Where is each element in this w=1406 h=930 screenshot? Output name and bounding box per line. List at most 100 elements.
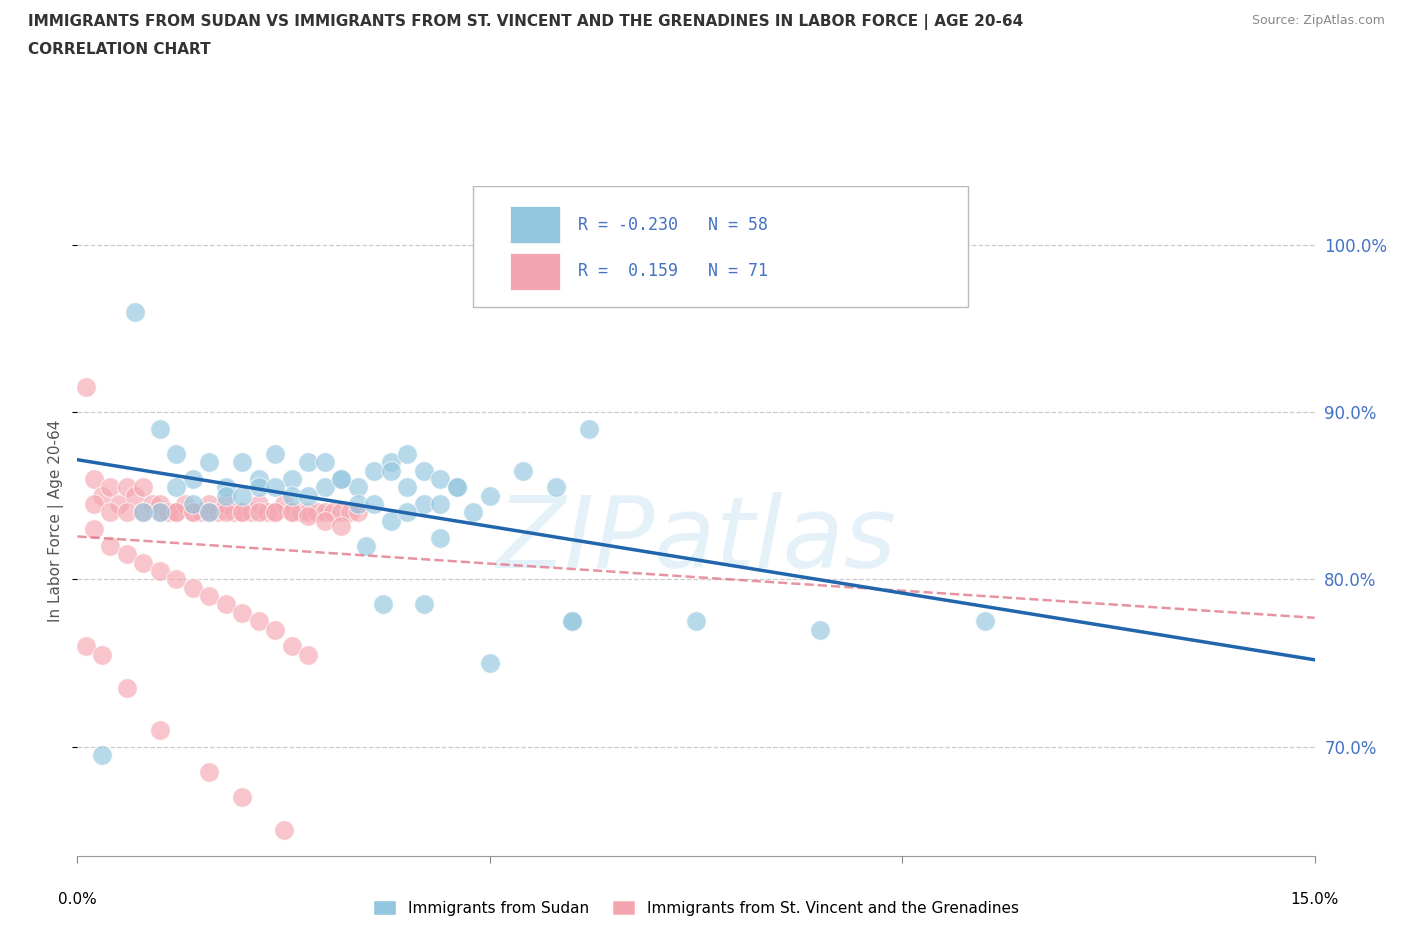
Point xyxy=(429,497,451,512)
Point xyxy=(107,497,129,512)
Point xyxy=(198,497,221,512)
Point xyxy=(396,480,419,495)
Point xyxy=(412,463,434,478)
Point xyxy=(330,518,353,533)
Point xyxy=(83,472,105,486)
Point xyxy=(561,614,583,629)
Point xyxy=(132,505,155,520)
Point xyxy=(165,505,187,520)
Point xyxy=(339,505,361,520)
Point xyxy=(132,555,155,570)
Point xyxy=(231,505,253,520)
Text: 0.0%: 0.0% xyxy=(58,893,97,908)
Point xyxy=(91,488,114,503)
FancyBboxPatch shape xyxy=(510,206,560,243)
Point xyxy=(181,505,204,520)
Point xyxy=(215,497,238,512)
Point xyxy=(544,480,567,495)
Point xyxy=(181,505,204,520)
Point xyxy=(149,505,172,520)
Point xyxy=(354,538,377,553)
Point xyxy=(141,497,163,512)
Point xyxy=(264,505,287,520)
Point xyxy=(115,681,138,696)
Point xyxy=(149,421,172,436)
Point xyxy=(281,488,304,503)
Point xyxy=(973,614,995,629)
Point xyxy=(124,304,146,319)
Point xyxy=(198,764,221,779)
Point xyxy=(314,505,336,520)
Point xyxy=(190,505,212,520)
Text: IMMIGRANTS FROM SUDAN VS IMMIGRANTS FROM ST. VINCENT AND THE GRENADINES IN LABOR: IMMIGRANTS FROM SUDAN VS IMMIGRANTS FROM… xyxy=(28,14,1024,30)
Point xyxy=(429,472,451,486)
Point xyxy=(181,497,204,512)
Text: Source: ZipAtlas.com: Source: ZipAtlas.com xyxy=(1251,14,1385,27)
Point xyxy=(412,597,434,612)
Point xyxy=(297,505,319,520)
Point xyxy=(685,614,707,629)
Point xyxy=(281,472,304,486)
Point xyxy=(231,605,253,620)
Text: R = -0.230   N = 58: R = -0.230 N = 58 xyxy=(578,216,769,233)
Point xyxy=(463,505,485,520)
Point xyxy=(115,505,138,520)
Text: 15.0%: 15.0% xyxy=(1291,893,1339,908)
Point xyxy=(165,480,187,495)
Point xyxy=(124,488,146,503)
Point xyxy=(297,647,319,662)
Point xyxy=(322,505,344,520)
Legend: Immigrants from Sudan, Immigrants from St. Vincent and the Grenadines: Immigrants from Sudan, Immigrants from S… xyxy=(367,894,1025,922)
Point xyxy=(91,647,114,662)
Text: CORRELATION CHART: CORRELATION CHART xyxy=(28,42,211,57)
Point xyxy=(83,522,105,537)
Point xyxy=(478,656,501,671)
Point xyxy=(297,509,319,524)
Point xyxy=(132,505,155,520)
Point xyxy=(314,480,336,495)
Point xyxy=(165,446,187,461)
Point xyxy=(231,488,253,503)
Point xyxy=(198,505,221,520)
Point xyxy=(149,564,172,578)
Point xyxy=(264,446,287,461)
Point xyxy=(98,480,121,495)
Point xyxy=(281,639,304,654)
Point xyxy=(198,505,221,520)
Point xyxy=(231,790,253,804)
Point xyxy=(215,488,238,503)
Point xyxy=(247,472,270,486)
Point xyxy=(396,505,419,520)
Point xyxy=(380,455,402,470)
Point xyxy=(396,446,419,461)
Text: R =  0.159   N = 71: R = 0.159 N = 71 xyxy=(578,262,769,280)
Point xyxy=(75,379,97,394)
Point xyxy=(98,538,121,553)
Point xyxy=(371,597,394,612)
Point xyxy=(75,639,97,654)
Point xyxy=(808,622,831,637)
Point xyxy=(297,455,319,470)
Point xyxy=(264,505,287,520)
Point xyxy=(157,505,180,520)
Point xyxy=(173,497,195,512)
Point xyxy=(207,505,229,520)
Point xyxy=(181,580,204,595)
Point xyxy=(314,455,336,470)
Point xyxy=(561,614,583,629)
Point xyxy=(288,505,311,520)
Point xyxy=(429,530,451,545)
Point xyxy=(330,472,353,486)
Point xyxy=(330,472,353,486)
Point xyxy=(215,480,238,495)
Point xyxy=(578,421,600,436)
Point xyxy=(198,589,221,604)
Point xyxy=(346,480,368,495)
Point xyxy=(215,505,238,520)
Point xyxy=(380,463,402,478)
Point xyxy=(149,505,172,520)
Point xyxy=(412,497,434,512)
Point xyxy=(256,505,278,520)
Point xyxy=(297,488,319,503)
Point xyxy=(330,505,353,520)
